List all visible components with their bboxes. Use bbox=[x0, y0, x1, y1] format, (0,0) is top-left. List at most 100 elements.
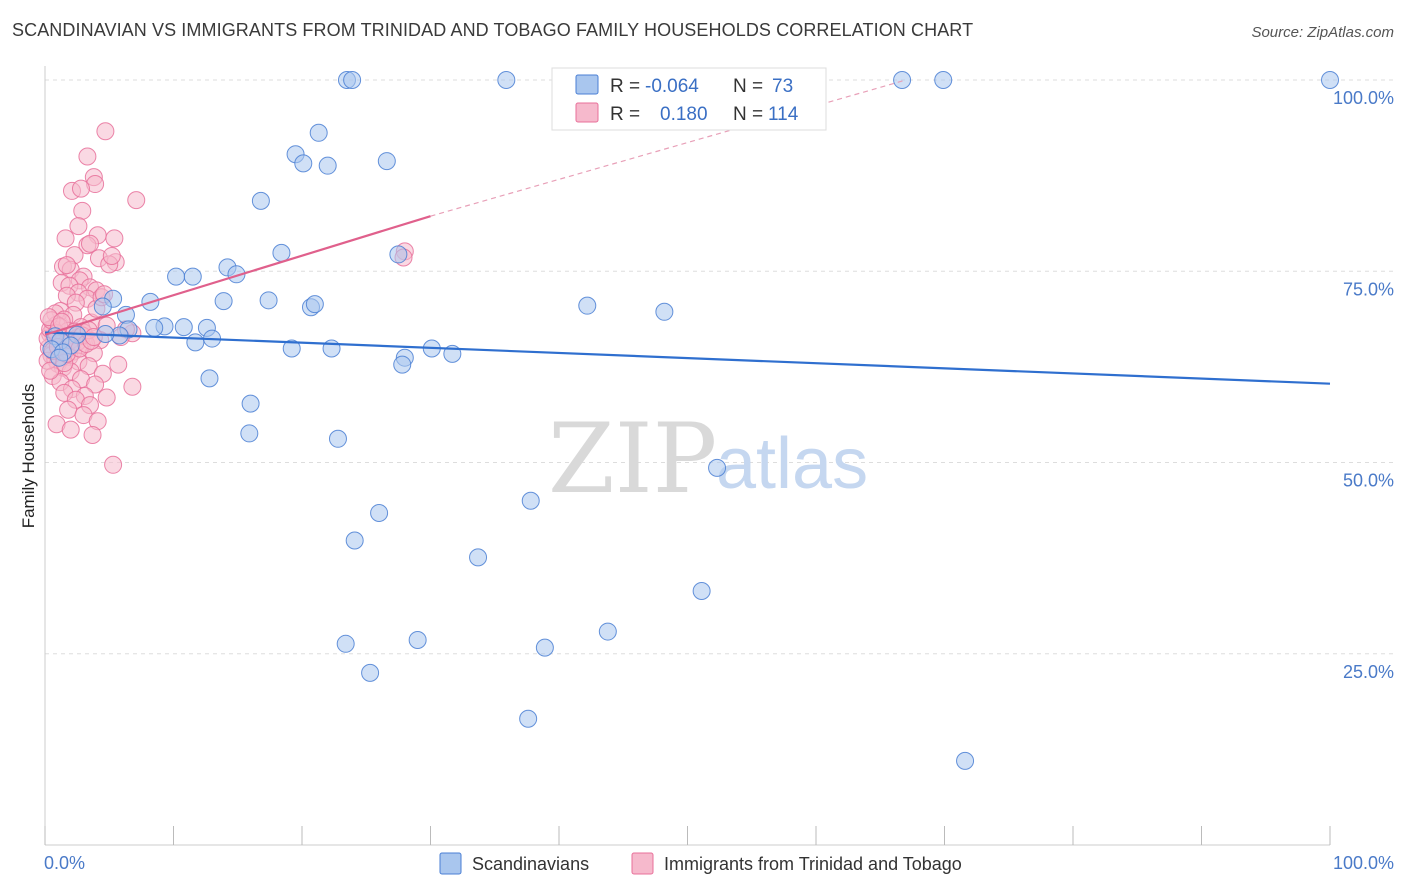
scandinavian-point bbox=[318, 156, 337, 175]
y-tick-labels: 100.0% 75.0% 50.0% 25.0% bbox=[1333, 88, 1394, 682]
scandinavian-point bbox=[361, 663, 380, 682]
scandinavian-point bbox=[469, 548, 488, 567]
trinidad-point bbox=[104, 455, 123, 474]
legend-r-value-1: -0.064 bbox=[645, 76, 699, 97]
scandinavian-point bbox=[282, 339, 301, 358]
scandinavian-point bbox=[598, 622, 617, 641]
trinidad-point bbox=[61, 420, 80, 439]
scandinavian-point bbox=[241, 394, 260, 413]
x-tick-label: 100.0% bbox=[1333, 853, 1394, 873]
trinidad-point bbox=[41, 361, 60, 380]
series-legend-label-2: Immigrants from Trinidad and Tobago bbox=[664, 854, 962, 874]
trinidad-trendline-extension bbox=[430, 79, 907, 217]
scandinavian-point bbox=[393, 355, 412, 374]
legend-r-value-2: 0.180 bbox=[660, 104, 708, 125]
trend-layer bbox=[44, 79, 1331, 385]
legend-n-label-2: N = bbox=[733, 104, 763, 125]
trinidad-point bbox=[56, 229, 75, 248]
scandinavian-point bbox=[328, 429, 347, 448]
scandinavian-point bbox=[578, 296, 597, 315]
scandinavian-point bbox=[167, 267, 186, 286]
scandinavian-point bbox=[497, 71, 516, 89]
trinidad-trendline bbox=[44, 215, 431, 336]
y-tick-label: 100.0% bbox=[1333, 88, 1394, 108]
series-legend-swatch-blue bbox=[439, 852, 462, 875]
trinidad-point bbox=[123, 377, 142, 396]
scandinavian-point bbox=[655, 302, 674, 321]
trinidad-point bbox=[78, 147, 97, 166]
trinidad-point bbox=[127, 191, 146, 210]
scandinavian-point bbox=[519, 709, 538, 728]
source-credit: Source: ZipAtlas.com bbox=[1251, 24, 1394, 41]
scandinavian-point bbox=[343, 71, 362, 89]
watermark-atlas: atlas bbox=[716, 424, 868, 504]
scandinavian-point bbox=[186, 333, 205, 352]
chart-title: SCANDINAVIAN VS IMMIGRANTS FROM TRINIDAD… bbox=[12, 20, 974, 40]
scandinavian-point bbox=[336, 634, 355, 653]
scandinavian-point bbox=[259, 291, 278, 310]
series-legend-label-1: Scandinavians bbox=[472, 854, 589, 874]
trinidad-point bbox=[71, 179, 90, 198]
watermark: ZIP atlas bbox=[548, 403, 868, 515]
legend-r-label-2: R = bbox=[610, 104, 640, 125]
x-tick-labels: 0.0% 100.0% bbox=[44, 853, 1394, 873]
scandinavian-point bbox=[214, 292, 233, 311]
legend-n-value-1: 73 bbox=[772, 76, 793, 97]
trinidad-point bbox=[57, 256, 76, 275]
legend-swatch-pink bbox=[575, 102, 599, 123]
trinidad-point bbox=[97, 388, 116, 407]
trinidad-point bbox=[102, 246, 121, 265]
trinidad-point bbox=[80, 234, 99, 253]
correlation-legend: R = -0.064 N = 73 R = 0.180 N = 114 bbox=[551, 67, 827, 131]
scandinavian-point bbox=[692, 582, 711, 601]
trinidad-point bbox=[109, 355, 128, 374]
scandinavian-point bbox=[145, 318, 164, 337]
y-tick-label: 25.0% bbox=[1343, 662, 1394, 682]
scandinavian-point bbox=[93, 297, 112, 316]
trinidad-point bbox=[105, 229, 124, 248]
scandinavian-point bbox=[1321, 71, 1339, 89]
scandinavian-point bbox=[521, 491, 540, 510]
scandinavian-point bbox=[272, 243, 291, 262]
watermark-zip: ZIP bbox=[548, 403, 717, 515]
y-tick-label: 50.0% bbox=[1343, 471, 1394, 491]
trinidad-point bbox=[69, 217, 88, 236]
scandinavian-point bbox=[50, 348, 69, 367]
scandinavian-point bbox=[708, 458, 727, 477]
scandinavian-point bbox=[183, 267, 202, 286]
scandinavian-point bbox=[389, 245, 408, 264]
y-tick-label: 75.0% bbox=[1343, 279, 1394, 299]
x-tick-label: 0.0% bbox=[44, 853, 85, 873]
series-legend-swatch-pink bbox=[631, 852, 654, 875]
scandinavian-point bbox=[309, 123, 328, 142]
scandinavian-trendline bbox=[44, 331, 1331, 385]
axes bbox=[44, 66, 1331, 846]
scandinavian-point bbox=[294, 154, 313, 173]
trinidad-point bbox=[73, 201, 92, 220]
legend-r-label-1: R = bbox=[610, 76, 640, 97]
gridlines bbox=[45, 79, 1395, 655]
scandinavian-point bbox=[956, 751, 975, 770]
legend-swatch-blue bbox=[575, 74, 599, 95]
legend-n-label-1: N = bbox=[733, 76, 763, 97]
scandinavian-point bbox=[174, 318, 193, 337]
scandinavian-point bbox=[408, 630, 427, 649]
scandinavian-point bbox=[305, 295, 324, 314]
scandinavian-point bbox=[240, 424, 259, 443]
series-legend: Scandinavians Immigrants from Trinidad a… bbox=[439, 852, 962, 875]
series-scandinavians bbox=[42, 71, 1339, 770]
scandinavian-point bbox=[370, 503, 389, 522]
scandinavian-point bbox=[377, 152, 396, 171]
scandinavian-point bbox=[251, 191, 270, 210]
trinidad-point bbox=[86, 375, 105, 394]
scandinavian-point bbox=[345, 531, 364, 550]
scandinavian-point bbox=[934, 71, 953, 89]
trinidad-point bbox=[59, 400, 78, 419]
y-axis-label: Family Households bbox=[19, 384, 38, 529]
scandinavian-point bbox=[200, 369, 219, 388]
scandinavian-point bbox=[535, 638, 554, 657]
trinidad-point bbox=[83, 425, 102, 444]
legend-n-value-2: 114 bbox=[768, 104, 799, 125]
scandinavian-point bbox=[893, 71, 912, 89]
